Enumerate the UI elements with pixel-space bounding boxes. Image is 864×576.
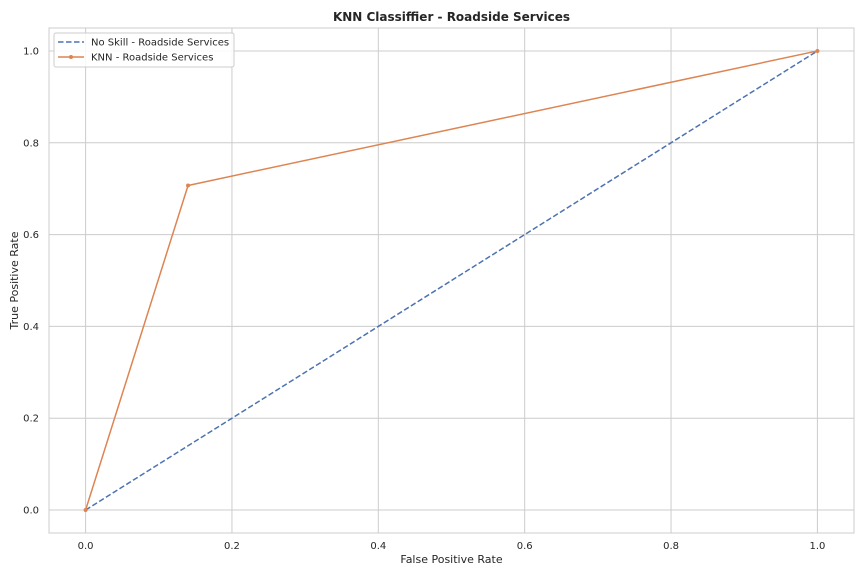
series-line-0 bbox=[85, 50, 818, 511]
y-tick-label: 0.8 bbox=[23, 138, 39, 149]
y-axis-label: True Positive Rate bbox=[8, 231, 21, 330]
y-axis-ticks: 0.0 0.2 0.4 0.6 0.8 1.0 bbox=[23, 46, 39, 516]
data-point bbox=[83, 508, 88, 513]
legend: No Skill - Roadside Services KNN - Roads… bbox=[53, 32, 235, 68]
y-tick-label: 0.6 bbox=[23, 230, 39, 241]
y-tick-label: 0.2 bbox=[23, 414, 39, 425]
legend-marker-knn bbox=[69, 55, 73, 59]
x-tick-label: 0.2 bbox=[224, 541, 240, 552]
series-layer bbox=[83, 48, 820, 513]
data-point bbox=[815, 48, 820, 53]
plot-area bbox=[48, 27, 855, 534]
y-tick-label: 1.0 bbox=[23, 46, 39, 57]
legend-entry-no-skill: No Skill - Roadside Services bbox=[91, 38, 229, 49]
x-tick-label: 0.4 bbox=[370, 541, 386, 552]
x-tick-label: 0.8 bbox=[663, 541, 679, 552]
y-tick-label: 0.4 bbox=[23, 322, 39, 333]
x-tick-label: 0.6 bbox=[517, 541, 533, 552]
data-point bbox=[186, 183, 191, 188]
chart-title: KNN Classiffier - Roadside Services bbox=[333, 10, 570, 24]
x-tick-label: 0.0 bbox=[78, 541, 94, 552]
legend-entry-knn: KNN - Roadside Services bbox=[91, 53, 213, 64]
x-tick-label: 1.0 bbox=[809, 541, 825, 552]
x-axis-label: False Positive Rate bbox=[400, 553, 502, 566]
legend-box bbox=[53, 32, 235, 68]
x-axis-ticks: 0.0 0.2 0.4 0.6 0.8 1.0 bbox=[78, 541, 826, 552]
y-tick-label: 0.0 bbox=[23, 506, 39, 517]
